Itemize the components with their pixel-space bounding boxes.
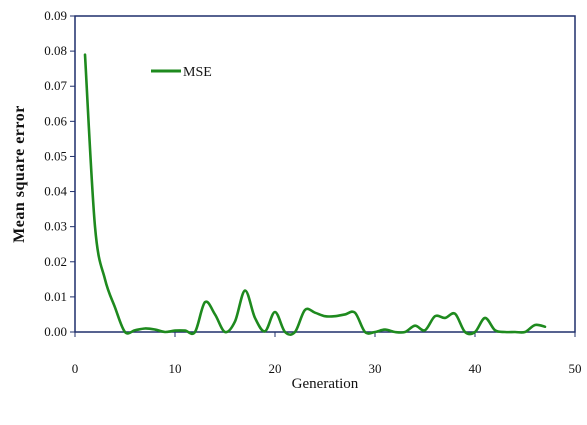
x-tick-label: 40: [469, 361, 482, 376]
y-tick-label: 0.08: [44, 43, 67, 58]
y-tick-label: 0.02: [44, 254, 67, 269]
y-tick-label: 0.04: [44, 184, 67, 199]
mse-series-line: [83, 53, 547, 336]
y-tick-label: 0.06: [44, 113, 67, 128]
legend-label-mse: MSE: [183, 65, 212, 80]
legend: MSE: [151, 65, 212, 80]
y-tick-label: 0.05: [44, 148, 67, 163]
x-tick-label: 20: [269, 361, 282, 376]
x-tick-label: 50: [569, 361, 582, 376]
y-tick-label: 0.00: [44, 324, 67, 339]
y-axis-title: Mean square error: [11, 105, 28, 243]
x-axis-title: Generation: [292, 376, 359, 392]
x-tick-label: 30: [369, 361, 382, 376]
x-tick-label: 0: [72, 361, 79, 376]
plot-area: [74, 15, 576, 333]
y-axis-ticks: 0.00 0.01 0.02 0.03 0.04 0.05 0.06 0.07 0.08 0.09: [44, 8, 75, 339]
y-tick-label: 0.01: [44, 289, 67, 304]
y-tick-label: 0.03: [44, 219, 67, 234]
x-tick-label: 10: [169, 361, 182, 376]
x-axis-ticks: 0 10 20 30 40 50: [72, 332, 582, 376]
y-tick-label: 0.07: [44, 78, 67, 93]
y-tick-label: 0.09: [44, 8, 67, 23]
